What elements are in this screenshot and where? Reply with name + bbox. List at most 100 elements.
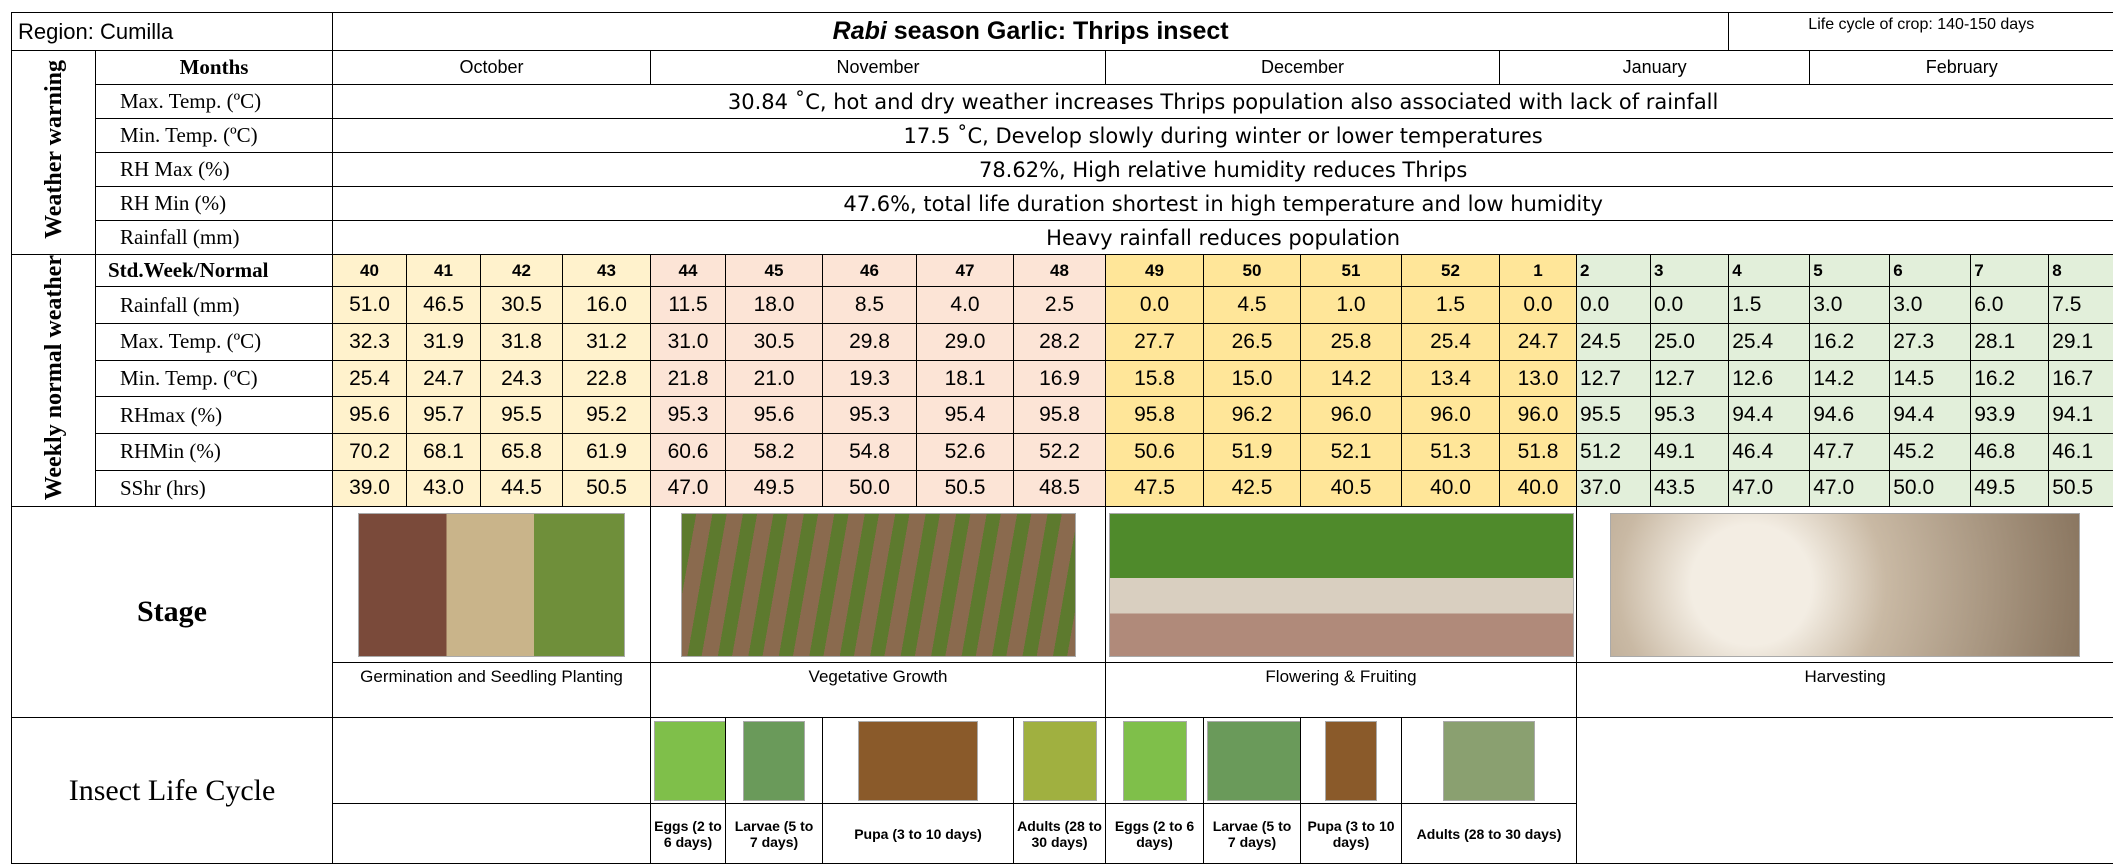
value-cell: 39.0 xyxy=(333,470,407,507)
value-cell: 50.5 xyxy=(563,470,651,507)
value-cell: 8.5 xyxy=(823,287,917,324)
value-cell: 12.6 xyxy=(1729,360,1810,397)
value-cell: 12.7 xyxy=(1651,360,1729,397)
value-cell: 21.8 xyxy=(651,360,726,397)
insect-stage: Adults (28 to 30 days) xyxy=(1402,804,1577,864)
stage-name: Germination and Seedling Planting xyxy=(333,663,651,718)
parameter-name: Rainfall (mm) xyxy=(96,221,333,255)
photo xyxy=(1325,721,1377,801)
value-cell: 95.5 xyxy=(481,397,563,434)
value-cell: 51.2 xyxy=(1577,434,1651,471)
value-cell: 50.5 xyxy=(917,470,1014,507)
value-cell: 32.3 xyxy=(333,324,407,361)
value-cell: 96.0 xyxy=(1402,397,1500,434)
parameter-name: RHmax (%) xyxy=(96,397,333,434)
value-cell: 28.2 xyxy=(1014,324,1106,361)
parameter-name: Min. Temp. (ºC) xyxy=(96,360,333,397)
value-cell: 29.8 xyxy=(823,324,917,361)
week-number: 8 xyxy=(2049,255,2113,287)
warning-text: 78.62%, High relative humidity reduces T… xyxy=(333,153,2113,187)
value-cell: 37.0 xyxy=(1577,470,1651,507)
value-cell: 95.6 xyxy=(333,397,407,434)
value-cell: 51.9 xyxy=(1204,434,1301,471)
parameter-name: Max. Temp. (ºC) xyxy=(96,324,333,361)
stage-image-cell xyxy=(333,507,651,663)
value-cell: 96.0 xyxy=(1301,397,1402,434)
value-cell: 95.3 xyxy=(823,397,917,434)
insect-image-cell xyxy=(651,718,726,804)
week-number: 47 xyxy=(917,255,1014,287)
value-cell: 93.9 xyxy=(1971,397,2049,434)
value-cell: 24.7 xyxy=(407,360,481,397)
value-cell: 95.3 xyxy=(651,397,726,434)
value-cell: 29.1 xyxy=(2049,324,2113,361)
photo xyxy=(1207,721,1301,801)
value-cell: 1.5 xyxy=(1402,287,1500,324)
week-number: 42 xyxy=(481,255,563,287)
value-cell: 1.0 xyxy=(1301,287,1402,324)
value-cell: 3.0 xyxy=(1890,287,1971,324)
value-cell: 3.0 xyxy=(1810,287,1890,324)
value-cell: 24.7 xyxy=(1500,324,1577,361)
photo xyxy=(358,513,625,657)
value-cell: 25.0 xyxy=(1651,324,1729,361)
stage-name: Harvesting xyxy=(1577,663,2113,718)
week-number: 45 xyxy=(726,255,823,287)
value-cell: 0.0 xyxy=(1500,287,1577,324)
stage-name: Flowering & Fruiting xyxy=(1106,663,1577,718)
photo xyxy=(654,721,726,801)
value-cell: 11.5 xyxy=(651,287,726,324)
insect-stage: Pupa (3 to 10 days) xyxy=(823,804,1014,864)
value-cell: 48.5 xyxy=(1014,470,1106,507)
value-cell: 46.5 xyxy=(407,287,481,324)
insect-image-cell xyxy=(823,718,1014,804)
week-number: 50 xyxy=(1204,255,1301,287)
insect-image-cell xyxy=(1301,718,1402,804)
row: Insect Life Cycle xyxy=(12,718,2113,804)
insect-stage: Larvae (5 to 7 days) xyxy=(1204,804,1301,864)
month: January xyxy=(1500,51,1810,85)
value-cell: 43.0 xyxy=(407,470,481,507)
value-cell: 16.9 xyxy=(1014,360,1106,397)
photo xyxy=(1123,721,1187,801)
value-cell: 13.0 xyxy=(1500,360,1577,397)
parameter-name: SShr (hrs) xyxy=(96,470,333,507)
value-cell: 25.8 xyxy=(1301,324,1402,361)
value-cell: 15.8 xyxy=(1106,360,1204,397)
stage-name: Vegetative Growth xyxy=(651,663,1106,718)
value-cell: 51.3 xyxy=(1402,434,1500,471)
title-italic: Rabi xyxy=(833,17,887,45)
value-cell: 14.2 xyxy=(1301,360,1402,397)
value-cell: 52.2 xyxy=(1014,434,1106,471)
value-cell: 47.0 xyxy=(1729,470,1810,507)
week-number: 1 xyxy=(1500,255,1577,287)
title-rest: season Garlic: Thrips insect xyxy=(887,17,1229,45)
value-cell: 22.8 xyxy=(563,360,651,397)
value-cell: 25.4 xyxy=(333,360,407,397)
value-cell: 94.4 xyxy=(1729,397,1810,434)
empty-cell xyxy=(333,804,651,864)
week-number: 48 xyxy=(1014,255,1106,287)
value-cell: 68.1 xyxy=(407,434,481,471)
week-number: 40 xyxy=(333,255,407,287)
months-label: Months xyxy=(96,51,333,85)
warning-text: 17.5 ˚C, Develop slowly during winter or… xyxy=(333,119,2113,153)
value-cell: 47.7 xyxy=(1810,434,1890,471)
value-cell: 96.0 xyxy=(1500,397,1577,434)
value-cell: 14.5 xyxy=(1890,360,1971,397)
value-cell: 1.5 xyxy=(1729,287,1810,324)
photo xyxy=(681,513,1076,657)
value-cell: 42.5 xyxy=(1204,470,1301,507)
insect-stage: Pupa (3 to 10 days) xyxy=(1301,804,1402,864)
parameter-name: RH Max (%) xyxy=(96,153,333,187)
value-cell: 29.0 xyxy=(917,324,1014,361)
value-cell: 65.8 xyxy=(481,434,563,471)
value-cell: 95.6 xyxy=(726,397,823,434)
row: RH Max (%)78.62%, High relative humidity… xyxy=(12,153,2113,187)
week-number: 46 xyxy=(823,255,917,287)
stage-image-cell xyxy=(1106,507,1577,663)
